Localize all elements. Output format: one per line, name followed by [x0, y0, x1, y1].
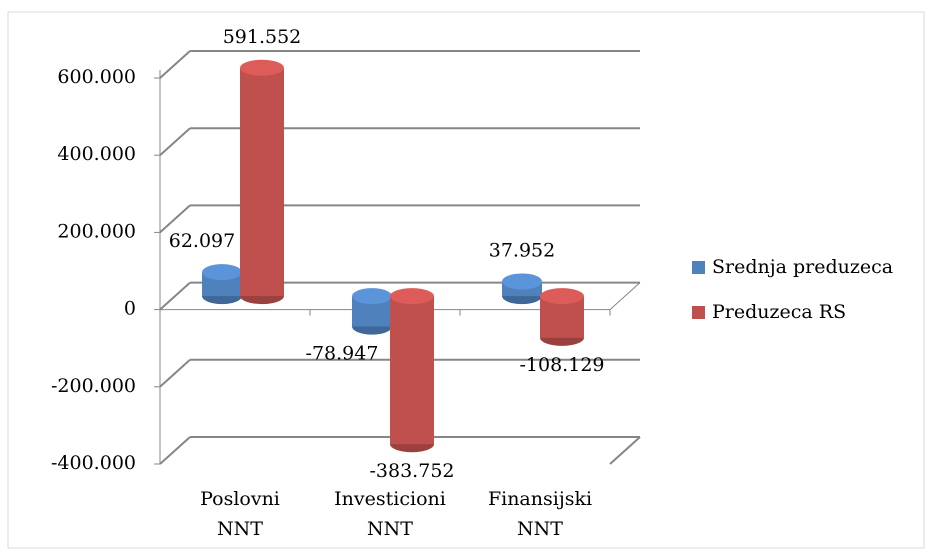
- bar-part: [390, 288, 434, 305]
- grid-depth: [159, 436, 191, 465]
- data-label: 62.097: [169, 230, 235, 252]
- grid-depth: [159, 127, 191, 156]
- y-tick-label: -200.000: [51, 375, 136, 397]
- data-label: -78.947: [306, 343, 379, 365]
- x-tick-label: Investicioni NNT: [334, 488, 446, 540]
- grid-depth: [159, 50, 191, 79]
- legend-label: Preduzeca RS: [712, 301, 846, 323]
- bar: [390, 288, 434, 453]
- bottom-right: [609, 436, 641, 465]
- y-tick-label: 0: [124, 298, 136, 320]
- y-tick-label: 400.000: [57, 143, 136, 165]
- bar-part: [240, 59, 284, 76]
- legend-swatch: [692, 306, 705, 319]
- data-label: -383.752: [370, 460, 455, 482]
- y-tick-label: 600.000: [57, 66, 136, 88]
- bar: [202, 264, 242, 305]
- bar: [502, 273, 542, 305]
- grid-depth: [159, 204, 191, 234]
- chart-border: [7, 11, 925, 549]
- bar-part: [390, 296, 434, 445]
- bar: [540, 288, 584, 346]
- bar-part: [502, 273, 542, 290]
- data-label: 37.952: [489, 239, 555, 261]
- x-tick-label: Finansijski NNT: [487, 488, 593, 540]
- floor-right: [609, 282, 641, 310]
- data-label: 591.552: [223, 26, 302, 48]
- bar-part: [540, 288, 584, 305]
- data-label: -108.129: [520, 354, 605, 376]
- grid-depth: [159, 281, 191, 311]
- bar: [352, 288, 392, 335]
- bar-part: [202, 264, 242, 281]
- x-tick-label: Poslovni NNT: [200, 488, 280, 540]
- legend-label: Srednja preduzeca: [712, 256, 893, 278]
- bar-part: [240, 67, 284, 297]
- grid-depth: [159, 359, 191, 388]
- y-tick-label: 200.000: [57, 220, 136, 242]
- bar-part: [352, 288, 392, 305]
- bar: [240, 59, 284, 305]
- legend-swatch: [692, 261, 705, 274]
- y-tick-label: -400.000: [51, 452, 136, 474]
